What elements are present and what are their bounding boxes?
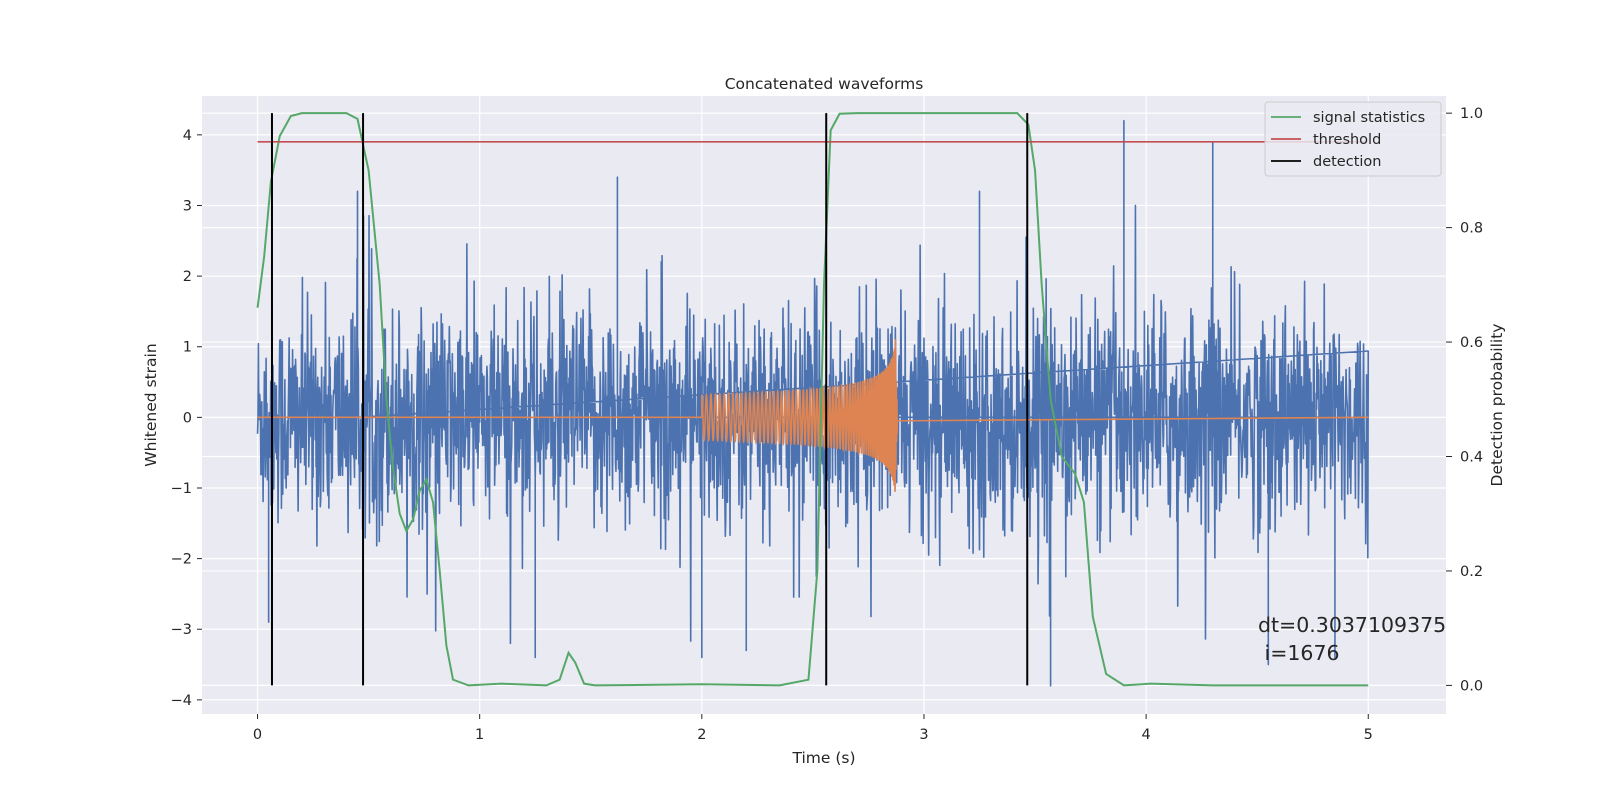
x-tick-label: 5 bbox=[1364, 727, 1373, 743]
chart-title: Concatenated waveforms bbox=[725, 75, 924, 93]
y-tick-label: 1 bbox=[183, 340, 192, 356]
x-axis-label: Time (s) bbox=[791, 749, 855, 767]
legend: signal statistics threshold detection bbox=[1264, 101, 1442, 177]
legend-box bbox=[1264, 101, 1442, 177]
x-tick-label: 2 bbox=[697, 727, 706, 743]
x-tick-label: 0 bbox=[253, 727, 262, 743]
y-right-tick-label: 0.2 bbox=[1460, 564, 1483, 580]
y-right-tick-label: 0.0 bbox=[1460, 678, 1483, 694]
y-right-tick-label: 0.6 bbox=[1460, 335, 1483, 351]
y-tick-label: 3 bbox=[183, 198, 192, 214]
y-axis-right-label: Detection probability bbox=[1488, 324, 1506, 487]
annotation-index: i=1676 bbox=[1258, 641, 1340, 665]
y-tick-label: −1 bbox=[171, 481, 192, 497]
x-tick-label: 1 bbox=[475, 727, 484, 743]
legend-label-threshold: threshold bbox=[1313, 132, 1381, 148]
y-axis-label: Whitened strain bbox=[142, 343, 160, 466]
y-tick-label: −4 bbox=[171, 693, 192, 709]
y-right-tick-label: 0.8 bbox=[1460, 221, 1483, 237]
y-right-tick-label: 1.0 bbox=[1460, 106, 1483, 122]
x-tick-label: 4 bbox=[1141, 727, 1150, 743]
legend-label-detection: detection bbox=[1313, 154, 1381, 170]
y-tick-label: −3 bbox=[171, 622, 192, 638]
annotation: dt=0.3037109375 i=1676 bbox=[1258, 613, 1446, 665]
y-tick-label: −2 bbox=[171, 552, 192, 568]
x-tick-label: 3 bbox=[919, 727, 928, 743]
y-right-tick-label: 0.4 bbox=[1460, 450, 1483, 466]
series-layer bbox=[256, 112, 1370, 687]
signal-statistics-line bbox=[256, 112, 1369, 687]
y-tick-label: 0 bbox=[183, 410, 192, 426]
ticks: 0 1 2 3 4 5 −4 −3 −2 −1 0 1 2 3 4 0.0 0.2 0.4 0.6 0.8 1.0 bbox=[171, 106, 1483, 743]
y-tick-label: 4 bbox=[183, 128, 192, 144]
legend-label-signal-statistics: signal statistics bbox=[1313, 110, 1425, 126]
y-tick-label: 2 bbox=[183, 269, 192, 285]
annotation-dt: dt=0.3037109375 bbox=[1258, 613, 1446, 637]
injection-series-line bbox=[257, 339, 1369, 492]
